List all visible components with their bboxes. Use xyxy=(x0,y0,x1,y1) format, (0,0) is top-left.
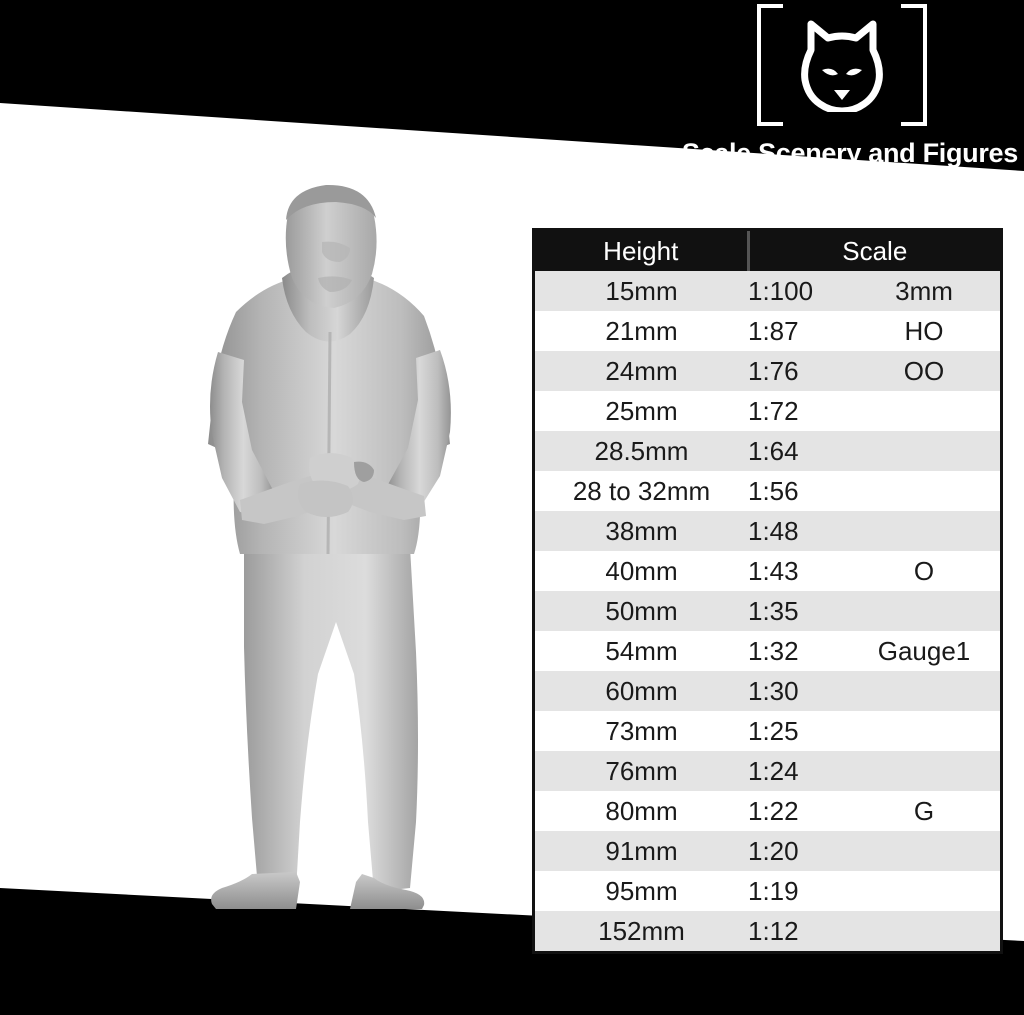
table-row: 91mm 1:20 xyxy=(535,831,1001,871)
cell-gauge-name: Gauge1 xyxy=(848,631,1001,671)
cell-gauge-name xyxy=(848,911,1001,951)
table-header-row: Height Scale xyxy=(535,231,1001,271)
table-row: 54mm 1:32 Gauge1 xyxy=(535,631,1001,671)
cell-scale-ratio: 1:76 xyxy=(748,351,848,391)
column-header-height: Height xyxy=(535,231,750,271)
table-row: 21mm 1:87 HO xyxy=(535,311,1001,351)
brand-name: Scale Scenery and Figures xyxy=(681,138,1018,168)
cell-height: 54mm xyxy=(535,631,748,671)
table-row: 76mm 1:24 xyxy=(535,751,1001,791)
table-row: 40mm 1:43 O xyxy=(535,551,1001,591)
cell-scale-ratio: 1:48 xyxy=(748,511,848,551)
cell-gauge-name: 3mm xyxy=(848,271,1001,311)
cell-height: 15mm xyxy=(535,271,748,311)
cell-scale-ratio: 1:12 xyxy=(748,911,848,951)
cell-scale-ratio: 1:25 xyxy=(748,711,848,751)
cell-height: 152mm xyxy=(535,911,748,951)
cell-height: 73mm xyxy=(535,711,748,751)
cell-gauge-name xyxy=(848,751,1001,791)
cell-scale-ratio: 1:22 xyxy=(748,791,848,831)
cell-scale-ratio: 1:30 xyxy=(748,671,848,711)
cell-height: 60mm xyxy=(535,671,748,711)
table-row: 28 to 32mm 1:56 xyxy=(535,471,1001,511)
cell-height: 50mm xyxy=(535,591,748,631)
bracket-right-icon xyxy=(901,4,927,126)
table-row: 50mm 1:35 xyxy=(535,591,1001,631)
cell-height: 21mm xyxy=(535,311,748,351)
cell-gauge-name xyxy=(848,591,1001,631)
cell-gauge-name: OO xyxy=(848,351,1001,391)
cell-gauge-name xyxy=(848,671,1001,711)
table-row: 95mm 1:19 xyxy=(535,871,1001,911)
cell-gauge-name xyxy=(848,431,1001,471)
cell-height: 25mm xyxy=(535,391,748,431)
cell-gauge-name xyxy=(848,831,1001,871)
cell-scale-ratio: 1:72 xyxy=(748,391,848,431)
table-row: 60mm 1:30 xyxy=(535,671,1001,711)
cell-scale-ratio: 1:87 xyxy=(748,311,848,351)
cell-height: 80mm xyxy=(535,791,748,831)
cell-height: 28.5mm xyxy=(535,431,748,471)
cell-scale-ratio: 1:24 xyxy=(748,751,848,791)
cell-gauge-name xyxy=(848,471,1001,511)
table-row: 38mm 1:48 xyxy=(535,511,1001,551)
table-body: 15mm 1:100 3mm 21mm 1:87 HO 24mm 1:76 OO 25mm 1:72… xyxy=(535,271,1001,951)
cell-scale-ratio: 1:64 xyxy=(748,431,848,471)
cell-gauge-name xyxy=(848,391,1001,431)
table-row: 73mm 1:25 xyxy=(535,711,1001,751)
cell-gauge-name: O xyxy=(848,551,1001,591)
cell-scale-ratio: 1:56 xyxy=(748,471,848,511)
cell-height: 38mm xyxy=(535,511,748,551)
cell-scale-ratio: 1:32 xyxy=(748,631,848,671)
cell-height: 24mm xyxy=(535,351,748,391)
cell-scale-ratio: 1:43 xyxy=(748,551,848,591)
cell-gauge-name xyxy=(848,711,1001,751)
bracket-left-icon xyxy=(757,4,783,126)
wolf-head-icon xyxy=(798,20,886,112)
cell-height: 28 to 32mm xyxy=(535,471,748,511)
figure-photo xyxy=(178,182,484,910)
scale-reference-table: Height Scale 15mm 1:100 3mm 21mm 1:87 HO 24mm 1… xyxy=(532,228,1003,954)
cell-gauge-name: HO xyxy=(848,311,1001,351)
cell-scale-ratio: 1:19 xyxy=(748,871,848,911)
table-row: 15mm 1:100 3mm xyxy=(535,271,1001,311)
cell-scale-ratio: 1:100 xyxy=(748,271,848,311)
table-row: 28.5mm 1:64 xyxy=(535,431,1001,471)
table-row: 24mm 1:76 OO xyxy=(535,351,1001,391)
table-row: 152mm 1:12 xyxy=(535,911,1001,951)
cell-scale-ratio: 1:35 xyxy=(748,591,848,631)
cell-gauge-name xyxy=(848,511,1001,551)
cell-gauge-name: G xyxy=(848,791,1001,831)
cell-height: 91mm xyxy=(535,831,748,871)
cell-gauge-name xyxy=(848,871,1001,911)
cell-height: 95mm xyxy=(535,871,748,911)
brand-logo xyxy=(757,4,927,126)
cell-scale-ratio: 1:20 xyxy=(748,831,848,871)
cell-height: 40mm xyxy=(535,551,748,591)
table-row: 80mm 1:22 G xyxy=(535,791,1001,831)
cell-height: 76mm xyxy=(535,751,748,791)
column-header-scale: Scale xyxy=(748,231,1001,271)
table-row: 25mm 1:72 xyxy=(535,391,1001,431)
